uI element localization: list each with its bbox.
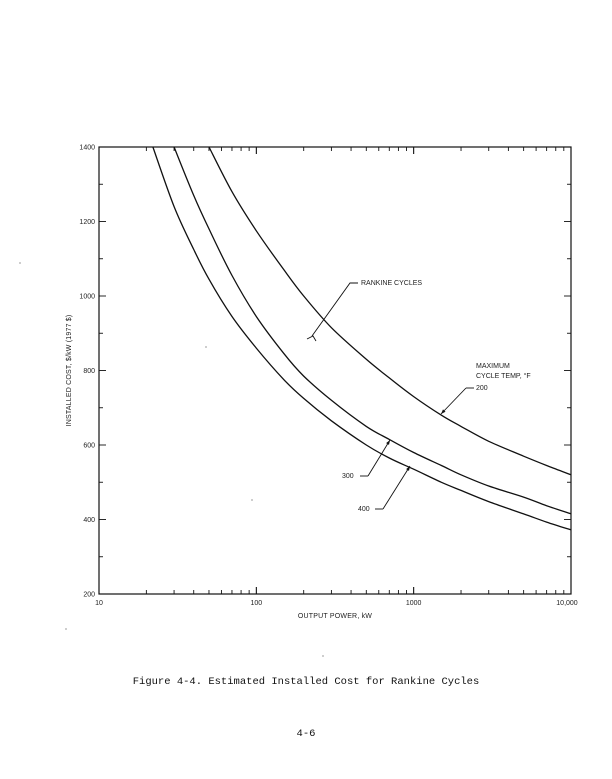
axes — [98, 146, 572, 595]
data-curves — [152, 146, 572, 531]
arrow-400-head — [406, 466, 410, 471]
rankine-cycles-label: RANKINE CYCLES — [361, 280, 422, 287]
arrow-200 — [440, 387, 467, 415]
max-temp-label-2: CYCLE TEMP, °F — [476, 372, 531, 380]
scan-speck — [251, 499, 253, 501]
x-tick-label: 10 — [95, 600, 103, 607]
series-line-300 — [173, 146, 572, 515]
rankine-leader-tip — [306, 335, 317, 342]
scan-speck — [205, 346, 207, 348]
axis-ticks — [98, 146, 572, 595]
arrow-300 — [367, 439, 391, 477]
axis-labels: 10 100 1000 10,000 200 400 600 800 1000 1200 1400 O… — [66, 145, 578, 621]
y-tick-label: 1200 — [79, 219, 95, 226]
scan-speck — [65, 628, 67, 630]
scan-speck — [322, 655, 324, 657]
arrow-200-head — [441, 409, 446, 414]
curve-400-label: 400 — [358, 506, 370, 513]
y-axis-label: INSTALLED COST, $/kW (1977 $) — [66, 315, 73, 427]
page-number: 4-6 — [296, 728, 316, 740]
y-tick-label: 600 — [83, 443, 95, 450]
y-tick-label: 800 — [83, 368, 95, 375]
figure-caption: Figure 4-4. Estimated Installed Cost for… — [132, 676, 480, 688]
series-line-400 — [152, 146, 572, 531]
annotations: RANKINE CYCLES MAXIMUM CYCLE TEMP, °F 200 30… — [19, 262, 531, 657]
scan-speck — [19, 262, 21, 264]
plot-frame — [98, 146, 572, 595]
series-line-200 — [208, 146, 572, 476]
y-tick-label: 200 — [83, 592, 95, 599]
max-temp-label-1: MAXIMUM — [476, 363, 510, 370]
curve-300-label: 300 — [342, 473, 354, 480]
rankine-leader — [311, 282, 358, 337]
arrow-300-head — [386, 440, 390, 445]
y-tick-label: 1400 — [79, 145, 95, 152]
arrow-400 — [382, 465, 411, 510]
x-axis-label: OUTPUT POWER, kW — [298, 613, 372, 620]
y-tick-label: 1000 — [79, 294, 95, 301]
x-tick-label: 1000 — [406, 600, 422, 607]
x-tick-label: 100 — [250, 600, 262, 607]
curve-200-label: 200 — [476, 385, 488, 392]
y-tick-label: 400 — [83, 517, 95, 524]
x-tick-label: 10,000 — [556, 600, 578, 607]
